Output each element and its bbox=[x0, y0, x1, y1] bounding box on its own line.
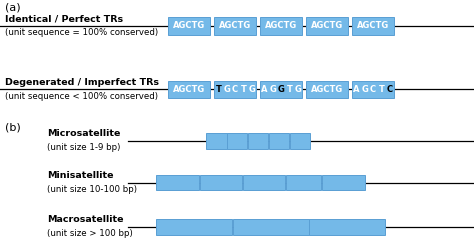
FancyBboxPatch shape bbox=[214, 17, 256, 35]
Text: G: G bbox=[294, 85, 301, 94]
Text: C: C bbox=[370, 85, 376, 94]
Text: G: G bbox=[248, 85, 255, 94]
Text: G: G bbox=[269, 85, 276, 94]
FancyBboxPatch shape bbox=[306, 81, 348, 98]
Text: (unit size 1-9 bp): (unit size 1-9 bp) bbox=[47, 143, 121, 152]
FancyBboxPatch shape bbox=[290, 133, 310, 149]
Text: Identical / Perfect TRs: Identical / Perfect TRs bbox=[5, 14, 123, 23]
Text: G: G bbox=[223, 85, 230, 94]
FancyBboxPatch shape bbox=[156, 219, 232, 235]
FancyBboxPatch shape bbox=[248, 133, 268, 149]
Text: (unit size > 100 bp): (unit size > 100 bp) bbox=[47, 229, 133, 238]
Text: AGCTG: AGCTG bbox=[311, 85, 343, 94]
FancyBboxPatch shape bbox=[260, 81, 302, 98]
FancyBboxPatch shape bbox=[200, 174, 242, 191]
FancyBboxPatch shape bbox=[156, 174, 199, 191]
FancyBboxPatch shape bbox=[309, 219, 385, 235]
Text: Microsatellite: Microsatellite bbox=[47, 129, 121, 138]
Text: (unit size 10-100 bp): (unit size 10-100 bp) bbox=[47, 185, 137, 194]
Text: T: T bbox=[216, 85, 221, 94]
Text: C: C bbox=[387, 85, 393, 94]
FancyBboxPatch shape bbox=[168, 81, 210, 98]
Text: T: T bbox=[378, 85, 384, 94]
Text: AGCTG: AGCTG bbox=[173, 85, 205, 94]
Text: A: A bbox=[261, 85, 268, 94]
Text: Minisatellite: Minisatellite bbox=[47, 171, 114, 180]
FancyBboxPatch shape bbox=[322, 174, 365, 191]
FancyBboxPatch shape bbox=[260, 17, 302, 35]
Text: (a): (a) bbox=[5, 2, 20, 12]
Text: T: T bbox=[286, 85, 292, 94]
Text: AGCTG: AGCTG bbox=[219, 21, 251, 30]
Text: AGCTG: AGCTG bbox=[311, 21, 343, 30]
FancyBboxPatch shape bbox=[243, 174, 285, 191]
FancyBboxPatch shape bbox=[206, 133, 227, 149]
Text: A: A bbox=[353, 85, 360, 94]
FancyBboxPatch shape bbox=[227, 133, 247, 149]
FancyBboxPatch shape bbox=[269, 133, 289, 149]
Text: G: G bbox=[361, 85, 368, 94]
Text: (unit sequence = 100% conserved): (unit sequence = 100% conserved) bbox=[5, 28, 158, 37]
Text: C: C bbox=[232, 85, 238, 94]
FancyBboxPatch shape bbox=[306, 17, 348, 35]
Text: (unit sequence < 100% conserved): (unit sequence < 100% conserved) bbox=[5, 92, 158, 101]
FancyBboxPatch shape bbox=[352, 17, 394, 35]
Text: T: T bbox=[240, 85, 246, 94]
Text: Degenerated / Imperfect TRs: Degenerated / Imperfect TRs bbox=[5, 78, 159, 87]
Text: Macrosatellite: Macrosatellite bbox=[47, 215, 124, 224]
Text: AGCTG: AGCTG bbox=[173, 21, 205, 30]
FancyBboxPatch shape bbox=[233, 219, 309, 235]
FancyBboxPatch shape bbox=[286, 174, 321, 191]
Text: (b): (b) bbox=[5, 122, 20, 133]
Text: AGCTG: AGCTG bbox=[265, 21, 297, 30]
Text: AGCTG: AGCTG bbox=[357, 21, 389, 30]
FancyBboxPatch shape bbox=[214, 81, 256, 98]
FancyBboxPatch shape bbox=[168, 17, 210, 35]
Text: G: G bbox=[278, 85, 284, 94]
FancyBboxPatch shape bbox=[352, 81, 394, 98]
